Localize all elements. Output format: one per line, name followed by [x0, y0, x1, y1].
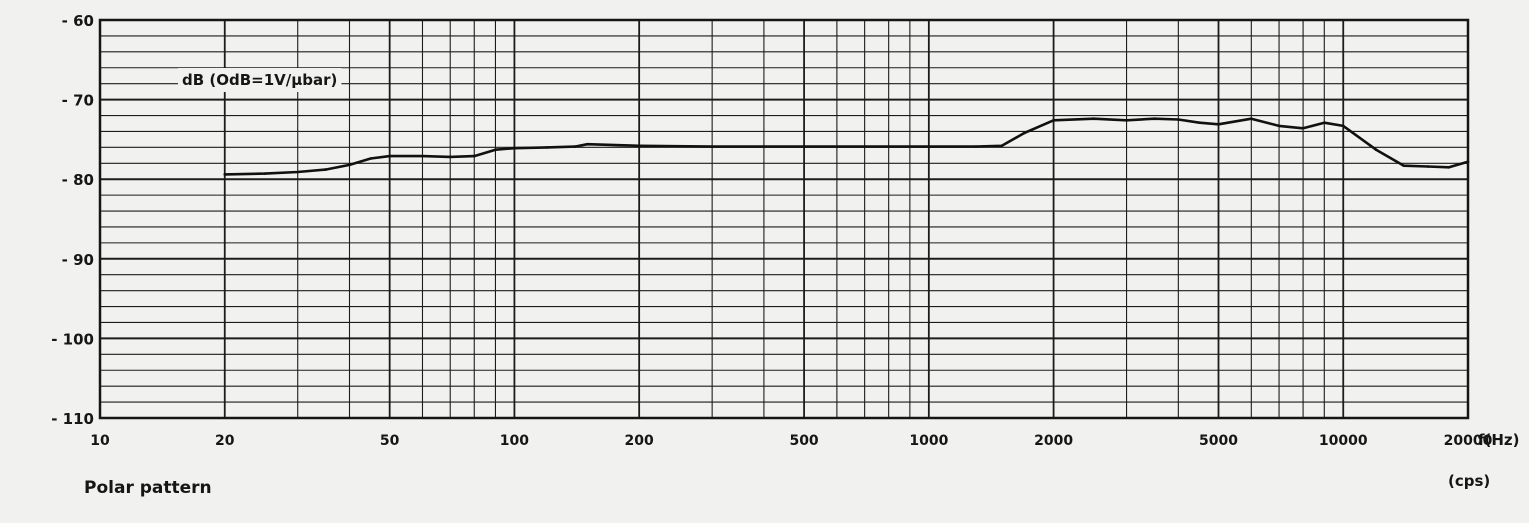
series-points	[223, 117, 1470, 176]
data-point	[421, 154, 424, 158]
data-point	[1177, 118, 1180, 121]
data-point	[223, 173, 227, 176]
x-tick-label: 200	[625, 433, 654, 449]
data-point	[1466, 160, 1470, 163]
y-tick-label: - 60	[62, 12, 94, 30]
data-point	[573, 145, 577, 148]
data-point	[1426, 165, 1430, 168]
x-tick-label: 500	[789, 433, 818, 449]
data-point	[974, 145, 978, 148]
data-point	[263, 172, 267, 175]
data-point	[388, 154, 392, 158]
data-point	[545, 146, 549, 149]
y-tick-label: - 80	[62, 171, 94, 189]
x-tick-label: 20	[215, 433, 235, 449]
grid	[99, 19, 1469, 419]
y-tick-label: - 90	[62, 251, 94, 269]
data-point	[1250, 117, 1253, 120]
data-point	[1217, 123, 1220, 126]
data-point	[1052, 119, 1055, 122]
x-tick-label: 2000	[1034, 433, 1073, 449]
y-tick-label: - 110	[51, 410, 94, 428]
data-point	[448, 155, 452, 159]
x-tick-label: 1000	[909, 433, 948, 449]
units-caption: (cps)	[1448, 472, 1491, 490]
data-point	[1323, 121, 1326, 124]
x-tick-label: 5000	[1199, 433, 1238, 449]
data-point	[1301, 127, 1305, 130]
x-axis-label: f(Hz)	[1478, 431, 1520, 449]
x-tick-label: 10000	[1319, 433, 1368, 449]
series-line-response	[223, 117, 1470, 176]
data-point	[1277, 124, 1281, 128]
data-point	[586, 142, 589, 146]
data-point	[296, 170, 300, 174]
x-tick-label: 50	[380, 433, 400, 449]
data-point	[473, 154, 476, 158]
data-point	[1198, 121, 1201, 124]
y-tick-label: - 100	[51, 330, 94, 348]
y-axis: - 60 - 70 - 80 - 90 - 100 - 110	[51, 12, 94, 428]
x-axis: 10 20 50 100 200 500 1000 2000 5000 10000 20000	[90, 433, 1492, 449]
data-point	[369, 157, 373, 160]
data-point	[802, 145, 806, 148]
data-point	[1341, 124, 1345, 128]
data-point	[863, 145, 866, 148]
data-point	[927, 145, 931, 148]
plot-frame	[98, 18, 1470, 420]
y-axis-label-text: dB (OdB=1V/μbar)	[182, 71, 337, 89]
data-point	[1023, 131, 1026, 135]
polar-pattern-caption: Polar pattern	[84, 478, 212, 498]
data-point	[637, 144, 641, 148]
y-tick-label: - 70	[62, 92, 94, 110]
data-point	[1447, 166, 1451, 169]
x-tick-label: 20000	[1444, 433, 1493, 449]
data-point	[710, 145, 714, 148]
data-point	[1374, 148, 1378, 151]
data-point	[494, 148, 497, 151]
data-point	[1092, 117, 1095, 120]
x-tick-label: 10	[90, 433, 110, 449]
data-point	[324, 168, 327, 171]
data-point	[1402, 164, 1406, 167]
data-point	[1125, 119, 1128, 122]
y-axis-label: dB (OdB=1V/μbar)	[178, 68, 342, 92]
data-point	[1153, 117, 1156, 120]
data-point	[1000, 144, 1004, 148]
data-point	[513, 146, 516, 150]
data-point	[348, 163, 351, 167]
x-tick-label: 100	[500, 433, 529, 449]
